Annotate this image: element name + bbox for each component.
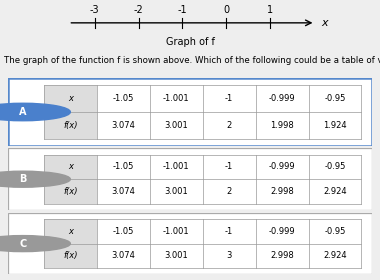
Text: -1.05: -1.05: [113, 227, 134, 236]
Text: 2.924: 2.924: [323, 187, 347, 196]
Text: -1.001: -1.001: [163, 162, 190, 171]
Text: -0.999: -0.999: [269, 162, 295, 171]
Text: 2: 2: [226, 121, 232, 130]
Text: 3.074: 3.074: [111, 187, 135, 196]
Text: x: x: [68, 94, 73, 103]
Text: C: C: [19, 239, 27, 249]
Text: A: A: [19, 107, 27, 117]
Text: x: x: [68, 162, 73, 171]
Text: x: x: [68, 227, 73, 236]
Circle shape: [0, 171, 70, 187]
FancyBboxPatch shape: [8, 148, 372, 210]
Text: -1: -1: [225, 227, 233, 236]
Text: -1.05: -1.05: [113, 162, 134, 171]
Text: f(x): f(x): [63, 121, 78, 130]
Text: 2: 2: [226, 187, 232, 196]
Text: -0.95: -0.95: [324, 162, 346, 171]
Circle shape: [0, 235, 70, 252]
Text: 3: 3: [226, 251, 232, 260]
Text: -0.999: -0.999: [269, 94, 295, 103]
Text: x: x: [321, 18, 328, 28]
Text: -0.999: -0.999: [269, 227, 295, 236]
FancyBboxPatch shape: [44, 244, 97, 268]
Text: 0: 0: [223, 5, 229, 15]
Text: 3.001: 3.001: [165, 121, 188, 130]
Text: -1.001: -1.001: [163, 94, 190, 103]
Text: 1.924: 1.924: [323, 121, 347, 130]
FancyBboxPatch shape: [44, 112, 97, 139]
Text: -2: -2: [134, 5, 143, 15]
Text: -1: -1: [177, 5, 187, 15]
Text: 3.074: 3.074: [111, 251, 135, 260]
FancyBboxPatch shape: [44, 179, 97, 204]
Text: -1.001: -1.001: [163, 227, 190, 236]
Text: -0.95: -0.95: [324, 94, 346, 103]
Text: 3.074: 3.074: [111, 121, 135, 130]
Text: 2.998: 2.998: [270, 187, 294, 196]
Text: -1: -1: [225, 94, 233, 103]
Text: B: B: [19, 174, 27, 184]
FancyBboxPatch shape: [44, 155, 97, 179]
Text: 1: 1: [267, 5, 273, 15]
Text: f(x): f(x): [63, 251, 78, 260]
Text: 3.001: 3.001: [165, 187, 188, 196]
Text: 1.998: 1.998: [270, 121, 294, 130]
FancyBboxPatch shape: [44, 85, 97, 112]
Text: Graph of f: Graph of f: [166, 37, 214, 47]
Text: 2.998: 2.998: [270, 251, 294, 260]
FancyBboxPatch shape: [8, 213, 372, 274]
FancyBboxPatch shape: [8, 78, 372, 146]
Text: -0.95: -0.95: [324, 227, 346, 236]
Text: The graph of the function f is shown above. Which of the following could be a ta: The graph of the function f is shown abo…: [4, 56, 380, 65]
FancyBboxPatch shape: [44, 219, 97, 244]
Circle shape: [0, 103, 70, 121]
Text: 2.924: 2.924: [323, 251, 347, 260]
Text: -3: -3: [90, 5, 100, 15]
Text: f(x): f(x): [63, 187, 78, 196]
Text: 3.001: 3.001: [165, 251, 188, 260]
Text: -1: -1: [225, 162, 233, 171]
Text: -1.05: -1.05: [113, 94, 134, 103]
